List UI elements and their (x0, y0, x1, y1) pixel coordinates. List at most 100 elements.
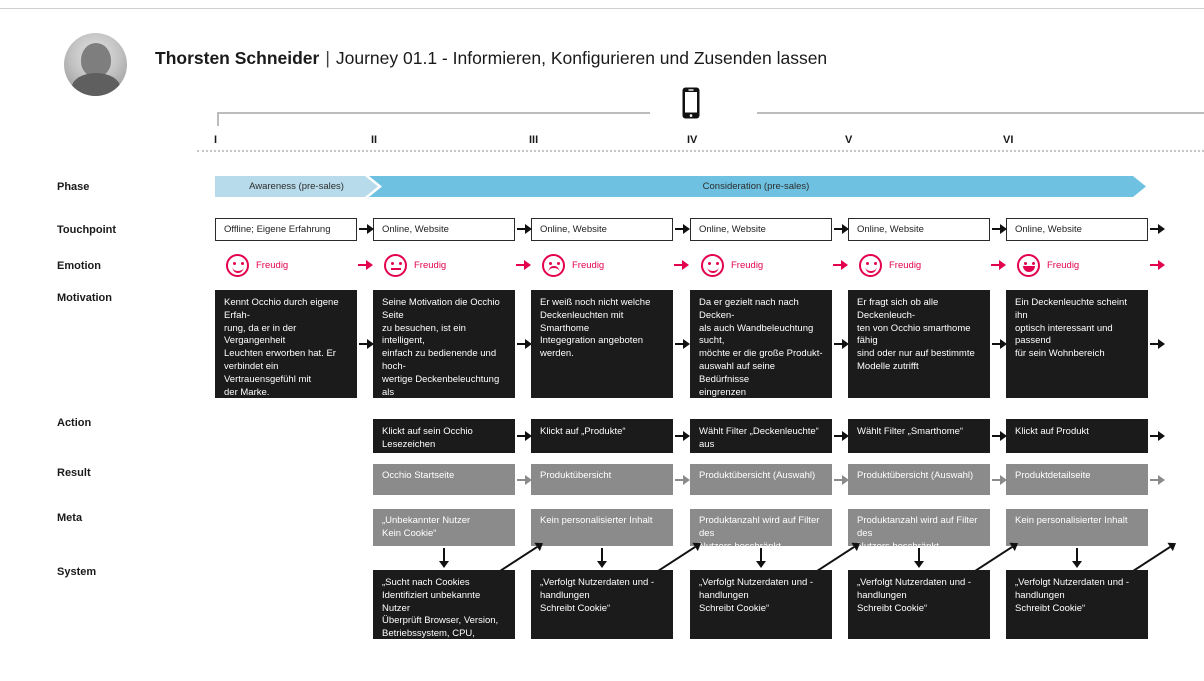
arrow-right-icon (1150, 259, 1165, 270)
stage-label-6: VI (1003, 134, 1014, 146)
motivation-box: Er weiß noch nicht welche Deckenleuchten… (531, 290, 673, 398)
motivation-box: Seine Motivation die Occhio Seite zu bes… (373, 290, 515, 423)
emotion-cell: Freudig (542, 254, 604, 277)
stage-label-4: IV (687, 134, 698, 146)
emotion-cell: Freudig (701, 254, 763, 277)
action-box: Wählt Filter „Deckenleuchte“ aus (690, 419, 832, 453)
stage-label-5: V (845, 134, 853, 146)
arrow-right-icon (675, 338, 690, 349)
arrow-right-icon (834, 474, 849, 485)
arrow-right-icon (834, 338, 849, 349)
arrow-right-icon (359, 338, 374, 349)
arrow-right-icon (1150, 474, 1165, 485)
meta-box: Produktanzahl wird auf Filter des Nutzer… (848, 509, 990, 552)
arrow-right-icon (992, 430, 1007, 441)
arrow-right-icon (991, 259, 1006, 270)
arrow-right-icon (992, 338, 1007, 349)
phase-consideration-label: Consideration (pre-sales) (702, 181, 810, 192)
arrow-right-icon (1150, 338, 1165, 349)
timeline-start-tick (217, 112, 219, 126)
title-separator: | (325, 48, 330, 68)
system-box: „Sucht nach Cookies Identifiziert unbeka… (373, 570, 515, 665)
dotted-divider (197, 150, 1204, 152)
emotion-label: Freudig (572, 260, 605, 271)
action-box: Klickt auf „Produkte“ (531, 419, 673, 453)
result-box: Produktübersicht (Auswahl) (848, 464, 990, 495)
motivation-box: Ein Deckenleuchte scheint ihn optisch in… (1006, 290, 1148, 398)
top-divider (0, 8, 1204, 9)
row-label-system: System (57, 566, 97, 578)
arrow-right-icon (833, 259, 848, 270)
smartphone-icon (682, 87, 700, 124)
touchpoint-box: Online, Website (690, 218, 832, 241)
arrow-right-icon (517, 430, 532, 441)
emotion-cell: Freudig (226, 254, 288, 277)
meta-box: Kein personalisierter Inhalt (1006, 509, 1148, 546)
phase-awareness-arrow: Awareness (pre-sales) (215, 176, 378, 197)
phase-consideration-arrow: Consideration (pre-sales) (366, 176, 1146, 197)
result-box: Produktdetailseite (1006, 464, 1148, 495)
arrow-right-icon (516, 259, 531, 270)
stage-label-2: II (371, 134, 378, 146)
phase-awareness-label: Awareness (pre-sales) (249, 181, 344, 192)
timeline-line-right (757, 112, 1204, 114)
arrow-right-icon (517, 223, 532, 234)
motivation-box: Er fragt sich ob alle Deckenleuch- ten v… (848, 290, 990, 398)
avatar-silhouette (80, 43, 111, 77)
row-label-meta: Meta (57, 512, 83, 524)
row-label-emotion: Emotion (57, 260, 101, 272)
arrow-down-icon (596, 548, 607, 568)
meta-box: Produktanzahl wird auf Filter des Nutzer… (690, 509, 832, 552)
arrow-right-icon (992, 474, 1007, 485)
arrow-right-icon (517, 338, 532, 349)
arrow-right-icon (834, 223, 849, 234)
arrow-right-icon (359, 223, 374, 234)
row-label-result: Result (57, 467, 91, 479)
touchpoint-box: Online, Website (531, 218, 673, 241)
arrow-right-icon (1150, 223, 1165, 234)
row-label-phase: Phase (57, 181, 90, 193)
emotion-label: Freudig (1047, 260, 1080, 271)
touchpoint-box: Online, Website (1006, 218, 1148, 241)
journey-title: Journey 01.1 - Informieren, Konfiguriere… (335, 48, 828, 68)
touchpoint-box: Online, Website (373, 218, 515, 241)
action-box: Wählt Filter „Smarthome“ (848, 419, 990, 453)
row-label-motivation: Motivation (57, 292, 112, 304)
system-box: „Verfolgt Nutzerdaten und - handlungen S… (848, 570, 990, 639)
system-box: „Verfolgt Nutzerdaten und - handlungen S… (690, 570, 832, 639)
emotion-cell: Freudig (859, 254, 921, 277)
timeline-line-left (217, 112, 650, 114)
system-box: „Verfolgt Nutzerdaten und - handlungen S… (531, 570, 673, 639)
arrow-right-icon (1150, 430, 1165, 441)
emotion-face-icon (1017, 254, 1040, 277)
arrow-right-icon (675, 430, 690, 441)
stage-label-3: III (529, 134, 539, 146)
emotion-label: Freudig (731, 260, 764, 271)
result-box: Produktübersicht (Auswahl) (690, 464, 832, 495)
motivation-box: Kennt Occhio durch eigene Erfah- rung, d… (215, 290, 357, 398)
arrow-down-icon (438, 548, 449, 568)
touchpoint-box: Offline; Eigene Erfahrung (215, 218, 357, 241)
meta-box: Kein personalisierter Inhalt (531, 509, 673, 546)
arrow-right-icon (517, 474, 532, 485)
result-box: Produktübersicht (531, 464, 673, 495)
result-box: Occhio Startseite (373, 464, 515, 495)
action-box: Klickt auf Produkt (1006, 419, 1148, 453)
arrow-right-icon (992, 223, 1007, 234)
meta-box: „Unbekannter Nutzer Kein Cookie“ (373, 509, 515, 546)
emotion-cell: Freudig (384, 254, 446, 277)
stage-label-1: I (214, 134, 218, 146)
emotion-face-icon (226, 254, 249, 277)
row-label-touchpoint: Touchpoint (57, 224, 117, 236)
emotion-face-icon (701, 254, 724, 277)
arrow-down-icon (913, 548, 924, 568)
arrow-right-icon (675, 223, 690, 234)
emotion-label: Freudig (256, 260, 289, 271)
emotion-label: Freudig (414, 260, 447, 271)
arrow-down-icon (755, 548, 766, 568)
persona-name: Thorsten Schneider (155, 48, 320, 68)
emotion-cell: Freudig (1017, 254, 1079, 277)
page-title: Thorsten Schneider | Journey 01.1 - Inform… (155, 48, 827, 69)
emotion-label: Freudig (889, 260, 922, 271)
